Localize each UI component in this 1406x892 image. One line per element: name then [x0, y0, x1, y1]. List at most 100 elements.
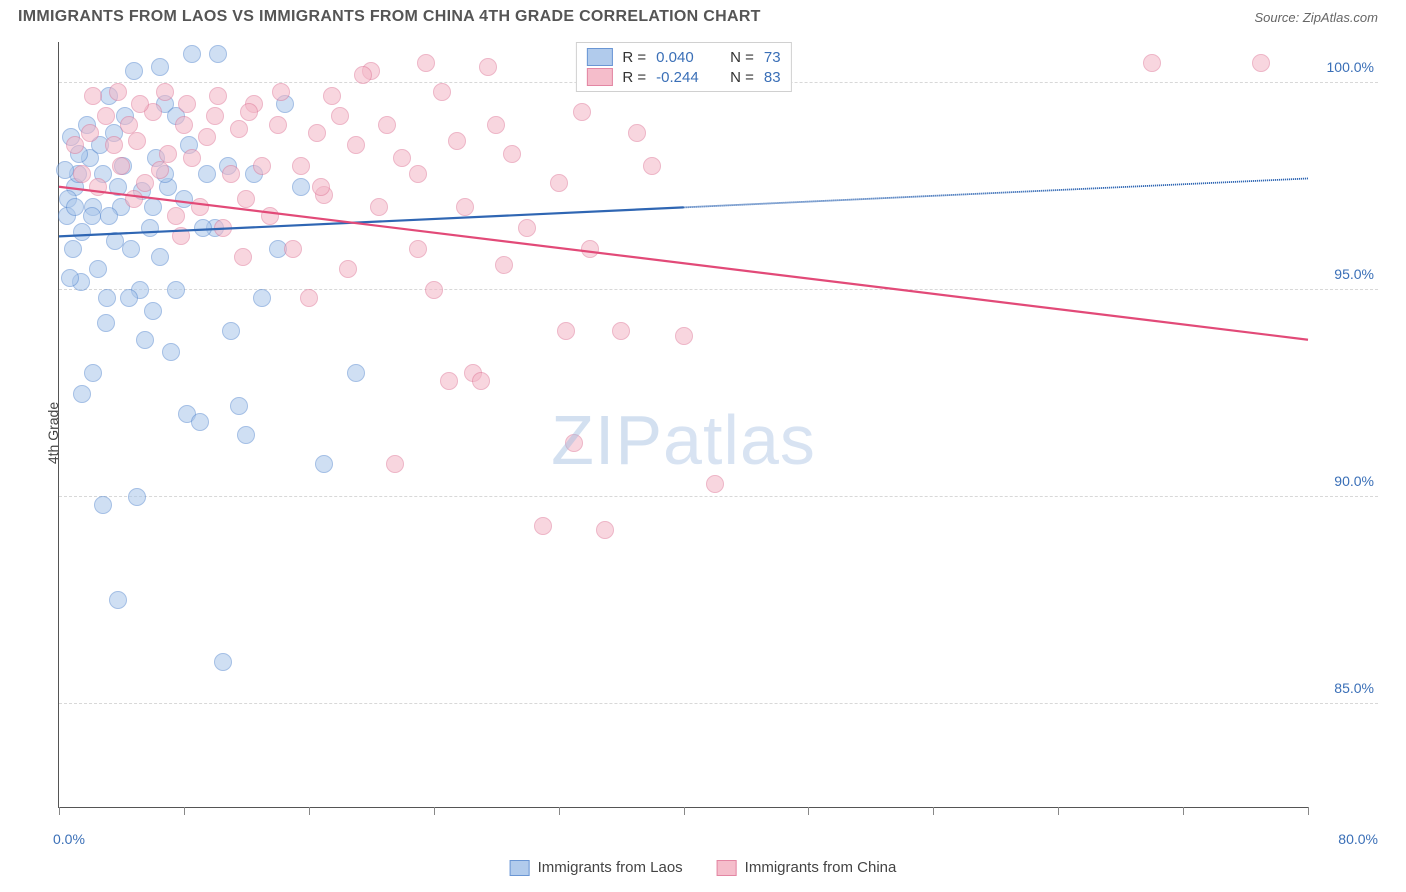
x-tick [684, 807, 685, 815]
data-point-laos [98, 289, 116, 307]
data-point-china [425, 281, 443, 299]
x-tick [1308, 807, 1309, 815]
data-point-china [156, 83, 174, 101]
data-point-laos [83, 207, 101, 225]
data-point-china [417, 54, 435, 72]
n-label: N = [730, 69, 754, 86]
data-point-china [237, 190, 255, 208]
data-point-china [191, 198, 209, 216]
data-point-china [136, 174, 154, 192]
data-point-china [495, 256, 513, 274]
data-point-china [534, 517, 552, 535]
data-point-china [300, 289, 318, 307]
data-point-laos [64, 240, 82, 258]
data-point-laos [73, 223, 91, 241]
y-tick-label: 100.0% [1314, 59, 1374, 75]
data-point-china [472, 372, 490, 390]
data-point-china [269, 116, 287, 134]
chart-area: 4th Grade ZIPatlas R =0.040N =73R =-0.24… [18, 38, 1378, 828]
r-value-china: -0.244 [656, 69, 714, 86]
data-point-china [323, 87, 341, 105]
data-point-china [151, 161, 169, 179]
data-point-china [612, 322, 630, 340]
data-point-china [448, 132, 466, 150]
data-point-china [73, 165, 91, 183]
data-point-china [240, 103, 258, 121]
source-label: Source: [1254, 10, 1302, 25]
data-point-laos [97, 314, 115, 332]
data-point-china [581, 240, 599, 258]
gridline [59, 496, 1378, 497]
data-point-china [253, 157, 271, 175]
data-point-china [409, 240, 427, 258]
data-point-laos [100, 207, 118, 225]
data-point-china [331, 107, 349, 125]
data-point-china [125, 190, 143, 208]
y-tick-label: 95.0% [1314, 266, 1374, 282]
data-point-china [198, 128, 216, 146]
data-point-china [643, 157, 661, 175]
data-point-laos [253, 289, 271, 307]
data-point-china [706, 475, 724, 493]
data-point-china [175, 116, 193, 134]
watermark: ZIPatlas [551, 400, 816, 480]
data-point-china [272, 83, 290, 101]
data-point-china [308, 124, 326, 142]
legend-swatch-china [717, 860, 737, 876]
data-point-china [573, 103, 591, 121]
data-point-china [209, 87, 227, 105]
legend-swatch-laos [510, 860, 530, 876]
data-point-laos [89, 260, 107, 278]
data-point-china [178, 95, 196, 113]
data-point-china [1143, 54, 1161, 72]
data-point-laos [151, 58, 169, 76]
data-point-laos [122, 240, 140, 258]
data-point-china [339, 260, 357, 278]
data-point-laos [61, 269, 79, 287]
data-point-laos [315, 455, 333, 473]
legend-label-laos: Immigrants from Laos [538, 859, 683, 876]
data-point-laos [84, 364, 102, 382]
n-label: N = [730, 49, 754, 66]
data-point-china [628, 124, 646, 142]
data-point-laos [167, 281, 185, 299]
data-point-china [354, 66, 372, 84]
x-min-label: 0.0% [53, 831, 85, 847]
data-point-laos [66, 198, 84, 216]
r-label: R = [622, 49, 646, 66]
data-point-laos [136, 331, 154, 349]
data-point-china [312, 178, 330, 196]
legend-label-china: Immigrants from China [745, 859, 897, 876]
y-tick-label: 90.0% [1314, 473, 1374, 489]
data-point-china [503, 145, 521, 163]
data-point-laos [125, 62, 143, 80]
data-point-china [167, 207, 185, 225]
trend-lines [59, 42, 1308, 807]
legend-swatch-laos [586, 48, 612, 66]
data-point-laos [237, 426, 255, 444]
data-point-china [378, 116, 396, 134]
data-point-laos [162, 343, 180, 361]
data-point-china [206, 107, 224, 125]
data-point-china [433, 83, 451, 101]
data-point-china [596, 521, 614, 539]
x-tick [184, 807, 185, 815]
data-point-china [261, 207, 279, 225]
data-point-china [393, 149, 411, 167]
data-point-china [112, 157, 130, 175]
data-point-laos [191, 413, 209, 431]
data-point-laos [292, 178, 310, 196]
data-point-china [105, 136, 123, 154]
data-point-laos [183, 45, 201, 63]
data-point-laos [56, 161, 74, 179]
correlation-legend: R =0.040N =73R =-0.244N =83 [575, 42, 791, 92]
chart-header: IMMIGRANTS FROM LAOS VS IMMIGRANTS FROM … [0, 0, 1406, 32]
data-point-laos [94, 496, 112, 514]
data-point-china [66, 136, 84, 154]
data-point-laos [209, 45, 227, 63]
x-tick [1183, 807, 1184, 815]
data-point-china [128, 132, 146, 150]
plot-region: ZIPatlas R =0.040N =73R =-0.244N =83 85.… [58, 42, 1308, 808]
gridline [59, 703, 1378, 704]
data-point-china [347, 136, 365, 154]
